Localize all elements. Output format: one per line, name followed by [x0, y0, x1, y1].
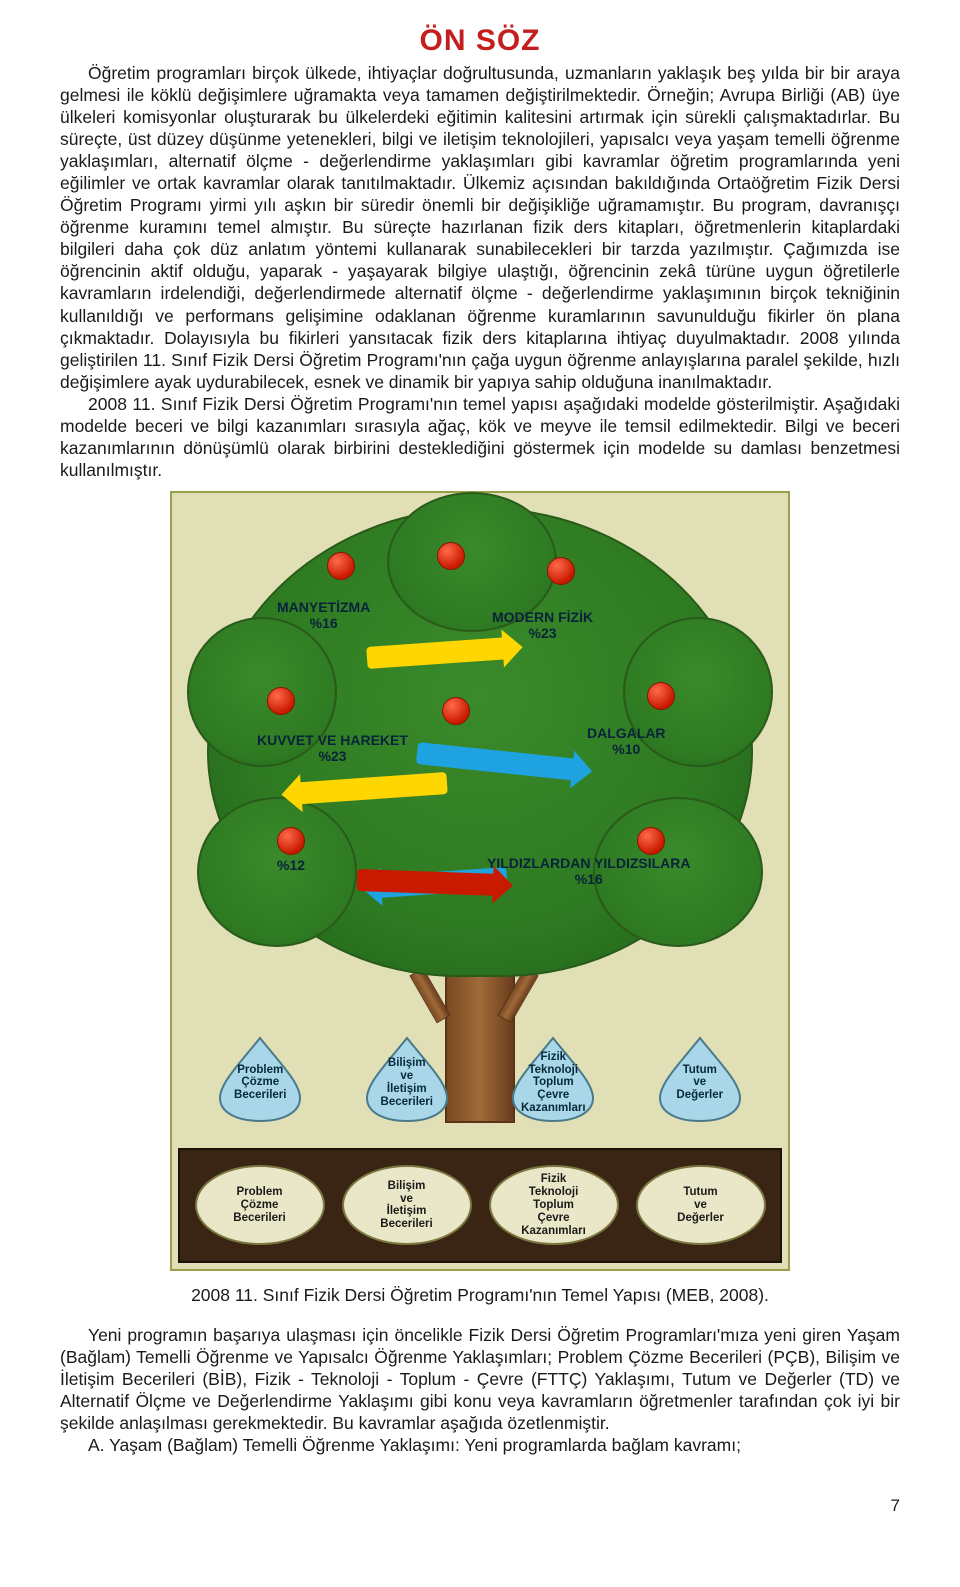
topic-label: MODERN FİZİK%23: [492, 609, 593, 641]
paragraph-2: 2008 11. Sınıf Fizik Dersi Öğretim Progr…: [60, 393, 900, 481]
root-oval: BilişimveİletişimBecerileri: [342, 1165, 472, 1245]
root-oval: ProblemÇözmeBecerileri: [195, 1165, 325, 1245]
water-drop: TutumveDeğerler: [640, 1033, 760, 1123]
root-oval: FizikTeknolojiToplumÇevreKazanımları: [489, 1165, 619, 1245]
arrow-icon: [357, 869, 498, 896]
paragraph-1: Öğretim programları birçok ülkede, ihtiy…: [60, 62, 900, 393]
drops-row: ProblemÇözmeBecerileri BilişimveİletişimB…: [192, 1033, 768, 1123]
fruit-icon: [277, 827, 305, 855]
topic-label: KUVVET VE HAREKET%23: [257, 732, 408, 764]
fruit-icon: [647, 682, 675, 710]
topic-label: %12: [277, 857, 305, 873]
fruit-icon: [437, 542, 465, 570]
diagram-caption: 2008 11. Sınıf Fizik Dersi Öğretim Progr…: [60, 1285, 900, 1306]
topic-label: DALGALAR%10: [587, 725, 666, 757]
water-drop: BilişimveİletişimBecerileri: [347, 1033, 467, 1123]
topic-label: MANYETİZMA%16: [277, 599, 370, 631]
tree-frame: MANYETİZMA%16 MODERN FİZİK%23 KUVVET VE HA…: [170, 491, 790, 1271]
fruit-icon: [327, 552, 355, 580]
fruit-icon: [442, 697, 470, 725]
root-oval: TutumveDeğerler: [636, 1165, 766, 1245]
tree-diagram: MANYETİZMA%16 MODERN FİZİK%23 KUVVET VE HA…: [170, 491, 790, 1271]
page-title: ÖN SÖZ: [60, 24, 900, 58]
soil-roots: ProblemÇözmeBecerileriBilişimveİletişimB…: [178, 1148, 782, 1263]
paragraph-4: A. Yaşam (Bağlam) Temelli Öğrenme Yaklaş…: [60, 1434, 900, 1456]
water-drop: FizikTeknolojiToplumÇevreKazanımları: [493, 1033, 613, 1123]
tree-canopy: MANYETİZMA%16 MODERN FİZİK%23 KUVVET VE HA…: [207, 507, 753, 977]
paragraph-3: Yeni programın başarıya ulaşması için ön…: [60, 1324, 900, 1434]
page-number: 7: [60, 1496, 900, 1516]
topic-label: YILDIZLARDAN YILDIZSILARA%16: [487, 855, 691, 887]
water-drop: ProblemÇözmeBecerileri: [200, 1033, 320, 1123]
fruit-icon: [547, 557, 575, 585]
fruit-icon: [637, 827, 665, 855]
fruit-icon: [267, 687, 295, 715]
